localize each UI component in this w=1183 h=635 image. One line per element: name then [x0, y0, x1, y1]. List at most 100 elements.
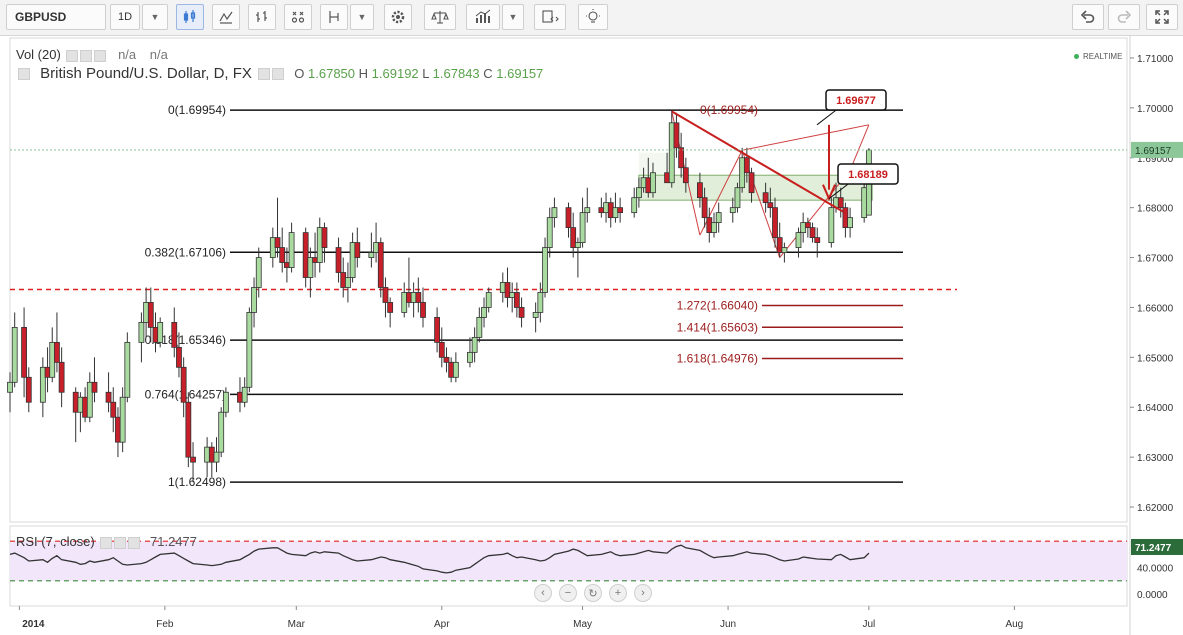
fib-retracement-label: 0(1.69954) — [168, 103, 226, 117]
candle — [72, 391, 79, 413]
candle — [509, 292, 516, 298]
close-label: C — [483, 66, 493, 81]
open-label: O — [294, 66, 305, 81]
interval-button[interactable]: 1D — [110, 4, 140, 30]
candle — [701, 197, 708, 219]
price-callout-label: 1.69677 — [836, 95, 876, 107]
candle — [368, 252, 375, 258]
candle — [499, 282, 506, 293]
candle — [255, 257, 262, 288]
candle — [645, 177, 652, 194]
undo-icon — [1080, 10, 1095, 23]
script-button[interactable] — [534, 4, 566, 30]
fullscreen-icon — [1155, 10, 1169, 24]
pattern-line — [779, 169, 851, 258]
candle — [748, 172, 755, 194]
eye-icon[interactable] — [100, 536, 113, 549]
high-value: 1.69192 — [371, 66, 419, 81]
candle — [579, 212, 586, 243]
top-toolbar: GBPUSD 1D ▼ ▼ ▼ — [0, 0, 1183, 36]
candle — [471, 336, 478, 353]
price-axis-label: 1.62000 — [1137, 503, 1174, 514]
close-icon[interactable] — [94, 49, 107, 62]
candle — [743, 157, 750, 174]
interval-dropdown-button[interactable]: ▼ — [142, 4, 168, 30]
rsi-legend: RSI (7, close) 71.2477 — [16, 534, 197, 549]
volume-legend: Vol (20) n/a n/a — [16, 47, 168, 62]
candle — [532, 312, 539, 318]
indicators-button[interactable] — [466, 4, 500, 30]
zoom-out-button[interactable]: − — [559, 584, 577, 602]
symbol-search-input[interactable]: GBPUSD — [6, 4, 106, 30]
candle — [772, 207, 778, 238]
symbol-text: GBPUSD — [15, 10, 67, 24]
candles-button[interactable] — [176, 4, 204, 30]
candle — [157, 322, 164, 343]
plus-icon: + — [614, 587, 622, 599]
candle — [284, 262, 290, 268]
settings-button[interactable] — [384, 4, 412, 30]
time-axis-label: Feb — [156, 619, 174, 630]
candle — [377, 242, 384, 288]
fullscreen-button[interactable] — [1146, 4, 1178, 30]
symbol-legend: British Pound/U.S. Dollar, D, FX O 1.678… — [16, 65, 543, 82]
interval-text: 1D — [117, 11, 133, 23]
add-indicator-icon — [219, 11, 233, 24]
zoom-in-button[interactable]: + — [609, 584, 627, 602]
status-dot-icon — [1074, 54, 1079, 60]
candle — [251, 287, 257, 313]
price-axis-label: 1.71000 — [1137, 54, 1174, 65]
gear-icon[interactable] — [80, 49, 93, 62]
candle — [340, 272, 347, 288]
bars-button[interactable] — [248, 4, 276, 30]
fib-extension-label: 0(1.69954) — [700, 103, 758, 117]
candle — [673, 122, 680, 149]
candle — [603, 202, 609, 214]
candle — [91, 381, 98, 393]
candle — [382, 287, 389, 303]
candle — [82, 396, 88, 418]
candle — [335, 247, 342, 273]
fib-extension-label: 1.414(1.65603) — [677, 320, 758, 334]
candle — [452, 361, 459, 378]
candle — [565, 207, 572, 229]
gear-icon[interactable] — [114, 536, 127, 549]
eye-icon[interactable] — [66, 49, 79, 62]
eye-icon[interactable] — [258, 68, 271, 81]
candle — [7, 381, 13, 393]
scroll-right-button[interactable]: › — [634, 584, 652, 602]
compare-button[interactable] — [424, 4, 456, 30]
price-callout-box — [837, 163, 899, 185]
pattern-line — [742, 124, 869, 151]
close-icon[interactable] — [128, 536, 141, 549]
fib-retracement-label: 1(1.62498) — [168, 475, 226, 489]
rsi-value-label: 71.2477 — [1135, 543, 1172, 554]
add-indicator-button[interactable] — [212, 4, 240, 30]
idea-button[interactable] — [578, 4, 608, 30]
candle — [54, 341, 60, 363]
candle — [176, 346, 182, 368]
fib-retracement-label: 0.618(1.65346) — [145, 333, 226, 347]
pattern-button[interactable] — [284, 4, 312, 30]
chevron-down-icon: ▼ — [508, 12, 518, 22]
gear-icon[interactable] — [272, 68, 285, 81]
candle — [321, 227, 328, 248]
undo-button[interactable] — [1072, 4, 1104, 30]
candle — [269, 237, 276, 258]
candle — [837, 197, 844, 209]
chart-type-dropdown-button[interactable]: ▼ — [350, 4, 374, 30]
indicators-dropdown-button[interactable]: ▼ — [502, 4, 524, 30]
candle — [415, 292, 422, 303]
scroll-left-button[interactable]: ‹ — [534, 584, 552, 602]
candle — [410, 292, 417, 303]
candle — [804, 222, 811, 229]
redo-button[interactable] — [1108, 4, 1140, 30]
price-chart[interactable]: 1.71000 1.70000 1.69000 1.68000 1.67000 1.660… — [0, 36, 1183, 635]
candle — [25, 376, 32, 403]
reset-button[interactable]: ↻ — [584, 584, 602, 602]
collapse-icon[interactable] — [18, 68, 30, 81]
candle — [551, 207, 558, 219]
candle — [650, 172, 656, 194]
crosshair-button[interactable] — [320, 4, 348, 30]
price-axis-label: 1.69000 — [1137, 154, 1174, 165]
